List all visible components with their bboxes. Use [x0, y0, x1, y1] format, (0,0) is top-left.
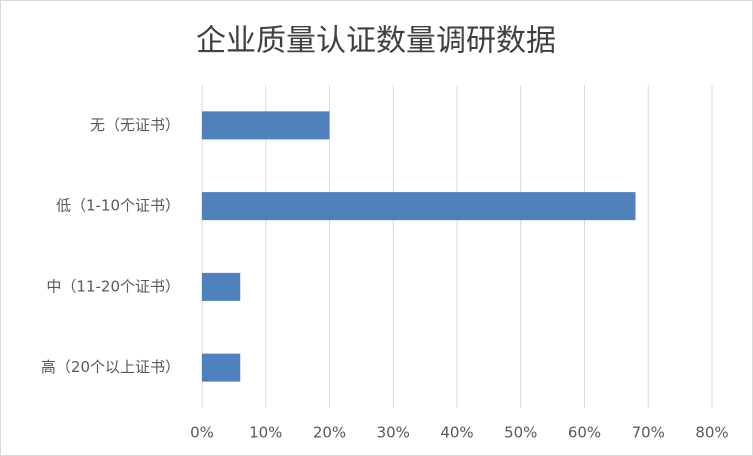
x-tick-label: 30%: [377, 424, 410, 442]
y-tick-label: 中（11-20个证书）: [46, 277, 180, 295]
x-tick-label: 60%: [568, 424, 601, 442]
x-tick-label: 10%: [249, 424, 282, 442]
bar: [202, 192, 636, 221]
y-tick-label: 低（1-10个证书）: [56, 197, 180, 215]
x-tick-label: 20%: [313, 424, 346, 442]
bar: [202, 111, 330, 140]
y-tick-label: 高（20个以上证书）: [41, 358, 180, 376]
bar: [202, 272, 241, 301]
x-tick-label: 70%: [632, 424, 665, 442]
chart-title: 企业质量认证数量调研数据: [196, 24, 556, 59]
x-tick-label: 0%: [190, 424, 214, 442]
y-tick-label: 无（无证书）: [90, 116, 180, 134]
x-tick-label: 50%: [504, 424, 537, 442]
x-tick-label: 80%: [695, 424, 728, 442]
bar: [202, 353, 241, 382]
x-tick-label: 40%: [440, 424, 473, 442]
